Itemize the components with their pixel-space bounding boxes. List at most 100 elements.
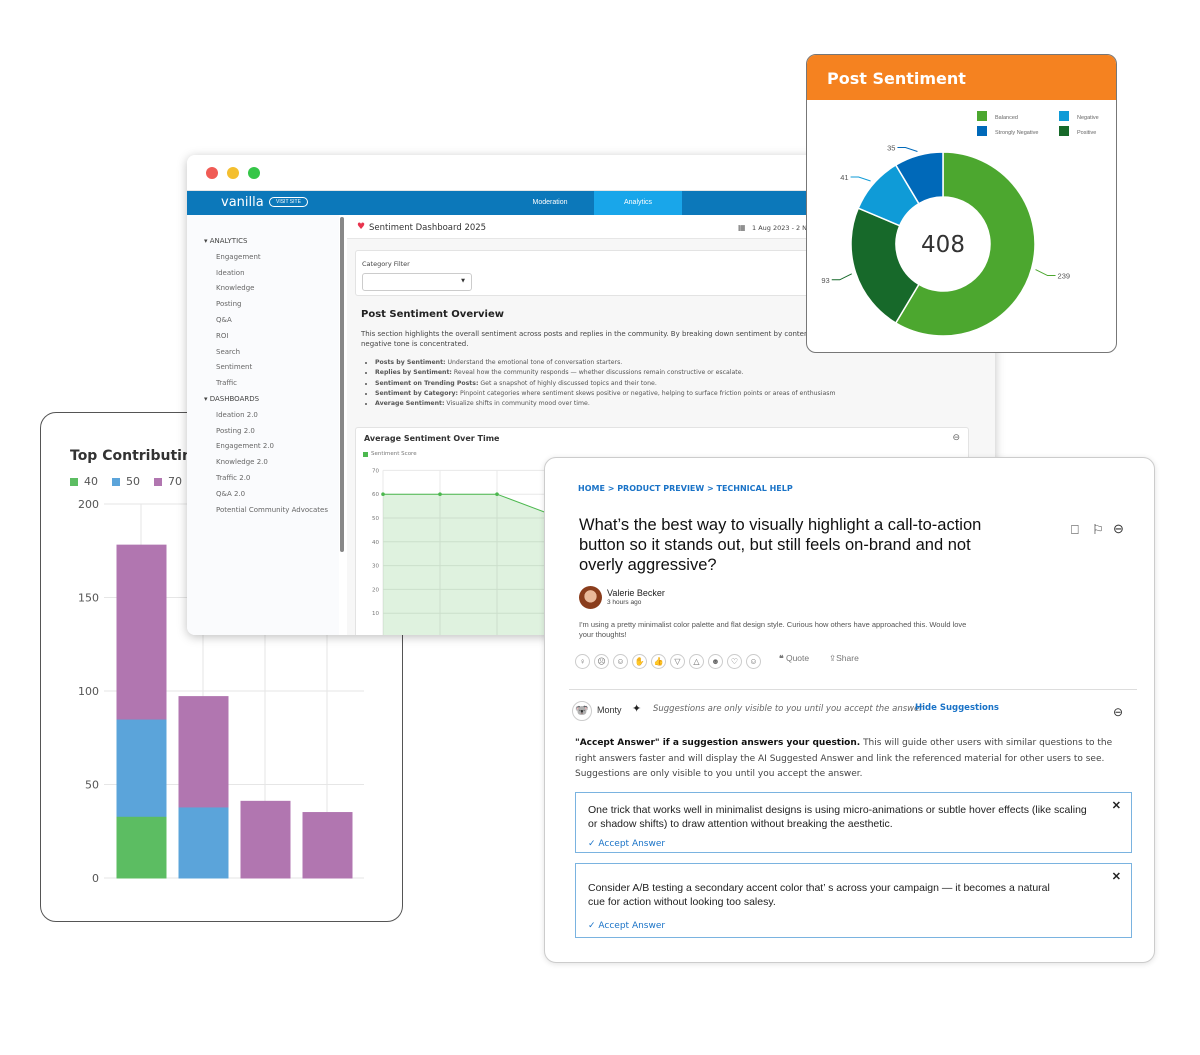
legend-item[interactable]: 50 <box>112 475 140 488</box>
accept-answer-button[interactable]: ✓ Accept Answer <box>588 921 666 931</box>
y-tick-label: 100 <box>78 685 99 698</box>
hide-suggestions-link[interactable]: Hide Suggestions <box>915 703 999 713</box>
legend-item[interactable]: 70 <box>154 475 182 488</box>
donut-slice-balanced[interactable] <box>894 151 1036 337</box>
downvote-reaction-icon[interactable]: ▽ <box>670 654 685 669</box>
suggestion-card: ✕ One trick that works well in minimalis… <box>575 792 1132 853</box>
sidebar-item[interactable]: Traffic 2.0 <box>216 474 251 482</box>
series-line <box>383 493 555 517</box>
idea-reaction-icon[interactable]: ♀ <box>575 654 590 669</box>
sidebar-item[interactable]: Sentiment <box>216 363 253 372</box>
tab-moderation[interactable]: Moderation <box>532 199 568 206</box>
sidebar-item[interactable]: Engagement <box>216 252 261 261</box>
sidebar-item[interactable]: Posting 2.0 <box>216 426 255 435</box>
sidebar-item[interactable]: Posting <box>216 300 242 309</box>
bar-segment-70[interactable] <box>116 544 167 720</box>
close-window-button[interactable] <box>206 167 218 179</box>
label-connector <box>831 273 852 281</box>
donut-slice-positive[interactable] <box>850 207 920 324</box>
dismiss-icon[interactable]: ✕ <box>1111 871 1121 883</box>
intro-bold: "Accept Answer" if a suggestion answers … <box>575 738 861 748</box>
maximize-window-button[interactable] <box>248 167 260 179</box>
minimize-window-button[interactable] <box>227 167 239 179</box>
data-point[interactable] <box>438 492 442 496</box>
quote-button[interactable]: ❝ Quote <box>779 653 810 663</box>
sidebar-item[interactable]: ROI <box>216 331 229 340</box>
vanilla-logo[interactable]: vanilla <box>221 195 264 210</box>
sidebar-section-analytics[interactable]: ▾ ANALYTICS <box>204 237 248 245</box>
label-connector <box>897 146 918 152</box>
flag-icon[interactable]: ⚐ <box>1092 522 1104 537</box>
sidebar-item[interactable]: Knowledge 2.0 <box>216 458 268 467</box>
quote-label: Quote <box>785 653 810 663</box>
overview-bullet: Replies by Sentiment: Reveal how the com… <box>375 368 995 378</box>
bar-segment-50[interactable] <box>178 806 229 879</box>
y-tick-label: 60 <box>372 492 379 498</box>
legend-label[interactable]: Strongly Negative <box>995 130 1038 136</box>
y-tick-label: 50 <box>85 779 99 792</box>
overview-bullet: Posts by Sentiment: Understand the emoti… <box>375 358 995 368</box>
bar-segment-40[interactable] <box>116 815 167 879</box>
date-range-picker[interactable]: 1 Aug 2023 - 2 N <box>752 224 808 232</box>
share-button[interactable]: ⇪Share <box>829 653 859 663</box>
sidebar-item[interactable]: Ideation 2.0 <box>216 410 258 419</box>
sidebar-item[interactable]: Q&A <box>216 316 232 324</box>
data-point[interactable] <box>495 492 499 496</box>
sad-reaction-icon[interactable]: ☹ <box>594 654 609 669</box>
happy-reaction-icon[interactable]: ☺ <box>613 654 628 669</box>
sidebar-scrollbar[interactable] <box>340 217 344 552</box>
post-time: 3 hours ago <box>607 599 642 606</box>
sidebar-item[interactable]: Ideation <box>216 268 245 277</box>
bookmark-icon[interactable]: ⎕ <box>1071 522 1079 537</box>
tab-analytics[interactable]: Analytics <box>594 191 682 215</box>
legend-label[interactable]: Balanced <box>995 115 1018 121</box>
love-reaction-icon[interactable]: ♡ <box>727 654 742 669</box>
legend-label[interactable]: Positive <box>1077 130 1096 136</box>
upvote-reaction-icon[interactable]: △ <box>689 654 704 669</box>
share-label: Share <box>836 653 859 663</box>
bar-segment-70[interactable] <box>178 696 229 808</box>
sidebar-section-dashboards[interactable]: ▾ DASHBOARDS <box>204 395 260 403</box>
question-title: What’s the best way to visually highligh… <box>579 516 982 574</box>
legend-label: Sentiment Score <box>371 451 417 457</box>
sidebar-item[interactable]: Q&A 2.0 <box>216 489 246 498</box>
more-options-icon[interactable]: ⊖ <box>1113 521 1124 536</box>
accept-label: Accept Answer <box>598 921 666 931</box>
visit-site-button[interactable]: VISIT SITE <box>269 197 308 207</box>
category-filter-select[interactable]: ▼ <box>362 273 472 291</box>
laugh-reaction-icon[interactable]: ☺ <box>746 654 761 669</box>
y-tick-label: 200 <box>78 498 99 511</box>
accept-label: Accept Answer <box>598 839 666 849</box>
slice-value-label: 41 <box>840 173 848 182</box>
avatar[interactable] <box>579 586 602 609</box>
sidebar-item[interactable]: Traffic <box>216 379 238 388</box>
more-options-icon[interactable]: ⊖ <box>1113 705 1124 719</box>
card-header: Post Sentiment <box>807 55 1116 100</box>
sidebar-item[interactable]: Potential Community Advocates <box>216 505 328 514</box>
sidebar-item[interactable]: Search <box>216 347 241 356</box>
lol-reaction-icon[interactable]: ☻ <box>708 654 723 669</box>
bullet-text: Understand the emotional tone of convers… <box>445 359 623 366</box>
bar-segment-50[interactable] <box>116 718 167 817</box>
accept-answer-button[interactable]: ✓ Accept Answer <box>588 839 666 849</box>
bullet-text: Visualize shifts in community mood over … <box>444 400 590 408</box>
bullet-text: Reveal how the community responds — whet… <box>451 369 744 377</box>
overview-bullet: Sentiment by Category: Pinpoint categori… <box>375 389 995 399</box>
dismiss-icon[interactable]: ✕ <box>1111 800 1121 812</box>
legend-label[interactable]: Negative <box>1077 115 1099 121</box>
bar-segment-70[interactable] <box>302 812 353 879</box>
dislike-reaction-icon[interactable]: ✋ <box>632 654 647 669</box>
breadcrumb[interactable]: HOME > PRODUCT PREVIEW > TECHNICAL HELP <box>578 484 793 493</box>
author-name[interactable]: Valerie Becker <box>607 588 665 598</box>
line-chart-title: Average Sentiment Over Time <box>364 434 500 443</box>
y-tick-label: 10 <box>372 611 379 617</box>
sidebar-item[interactable]: Engagement 2.0 <box>216 442 275 451</box>
post-sentiment-card: Post Sentiment 239 93 41 35 408 Balanced Negat… <box>806 54 1117 353</box>
data-point[interactable] <box>381 492 385 496</box>
sidebar-item[interactable]: Knowledge <box>216 284 255 293</box>
more-options-icon[interactable]: ⊖ <box>952 433 960 443</box>
donut-slice-strongly-negative[interactable] <box>894 151 944 205</box>
bar-segment-70[interactable] <box>240 800 291 879</box>
legend-item[interactable]: 40 <box>70 475 98 488</box>
like-reaction-icon[interactable]: 👍 <box>651 654 666 669</box>
